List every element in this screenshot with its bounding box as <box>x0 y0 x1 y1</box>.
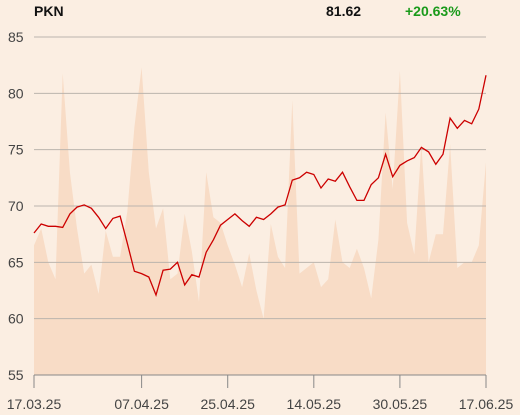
x-tick-label: 25.04.25 <box>200 396 255 412</box>
x-tick-label: 30.05.25 <box>373 396 428 412</box>
y-tick-label: 80 <box>8 85 24 101</box>
x-tick-label: 07.04.25 <box>114 396 169 412</box>
y-tick-label: 65 <box>8 254 24 270</box>
y-tick-label: 85 <box>8 29 24 45</box>
price-line <box>33 75 487 298</box>
x-tick-label: 14.05.25 <box>287 396 342 412</box>
x-tick-label: 17.03.25 <box>7 396 62 412</box>
x-tick-label: 17.06.25 <box>459 396 514 412</box>
y-tick-label: 70 <box>8 198 24 214</box>
ticker-symbol: PKN <box>34 3 64 19</box>
last-price: 81.62 <box>326 3 362 19</box>
y-tick-label: 55 <box>8 367 24 383</box>
price-change: +20.63% <box>405 3 461 19</box>
background-area <box>34 67 486 376</box>
y-tick-label: 75 <box>8 142 24 158</box>
y-tick-label: 60 <box>8 311 24 327</box>
